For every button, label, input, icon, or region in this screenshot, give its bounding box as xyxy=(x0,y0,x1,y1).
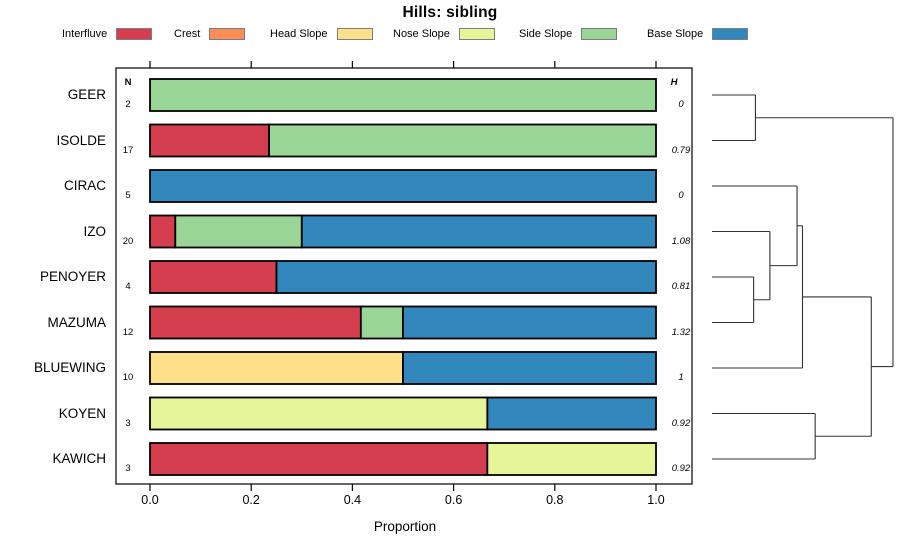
row-label: IZO xyxy=(83,223,107,239)
legend-label: Nose Slope xyxy=(393,27,450,40)
x-tick-label: 0.2 xyxy=(242,493,260,507)
n-value: 12 xyxy=(122,326,134,338)
x-tick-label: 0.6 xyxy=(444,493,463,507)
legend-swatch xyxy=(209,27,246,40)
bar-segment-nose-slope xyxy=(486,442,657,476)
row-label: CIRAC xyxy=(63,178,106,193)
bar-segment-interfluve xyxy=(149,214,177,249)
bar-segment-base-slope xyxy=(300,214,657,249)
n-value: 10 xyxy=(122,372,134,383)
n-column-header: N xyxy=(124,77,132,88)
legend-swatch xyxy=(116,27,153,40)
n-value: 5 xyxy=(125,190,131,201)
row-label: MAZUMA xyxy=(47,314,107,330)
legend-item: Side Slope xyxy=(519,26,618,41)
n-value: 4 xyxy=(125,281,131,292)
bar-segment-side-slope xyxy=(174,214,303,249)
x-axis-title: Proportion xyxy=(373,519,437,534)
bar-segment-interfluve xyxy=(149,123,270,158)
legend-item: Base Slope xyxy=(647,26,749,41)
legend-label: Crest xyxy=(174,27,201,40)
chart-title: Hills: sibling xyxy=(402,4,498,21)
bar-segment-side-slope xyxy=(149,78,657,112)
bar-segment-head-slope xyxy=(149,351,404,385)
row-label: KOYEN xyxy=(58,405,106,421)
h-value: 1 xyxy=(678,372,684,383)
legend-label: Side Slope xyxy=(519,27,573,40)
n-value: 2 xyxy=(125,99,131,110)
legend-label: Base Slope xyxy=(647,27,704,40)
row-label: BLUEWING xyxy=(33,360,106,375)
h-value: 1.08 xyxy=(671,235,691,247)
x-tick-label: 1.0 xyxy=(647,493,665,507)
bar-segment-nose-slope xyxy=(149,396,489,431)
n-value: 17 xyxy=(122,144,134,156)
row-label: PENOYER xyxy=(39,269,106,284)
legend-swatch xyxy=(336,27,373,40)
legend-label: Head Slope xyxy=(270,27,328,40)
n-value: 3 xyxy=(125,417,131,429)
h-column-header: H xyxy=(670,77,678,88)
bar-segment-interfluve xyxy=(149,305,362,340)
legend-item: Crest xyxy=(174,26,246,41)
h-value: 0.81 xyxy=(671,281,691,292)
row-label: ISOLDE xyxy=(56,132,106,148)
plot-box xyxy=(115,67,693,485)
n-value: 3 xyxy=(125,463,131,474)
bar-segment-side-slope xyxy=(359,305,404,340)
h-value: 0 xyxy=(678,190,684,201)
bar-segment-interfluve xyxy=(149,260,278,294)
bar-segment-base-slope xyxy=(275,260,657,294)
x-tick-label: 0.4 xyxy=(343,493,362,507)
legend-item: Nose Slope xyxy=(393,26,495,41)
legend-label: Interfluve xyxy=(62,27,108,40)
bar-segment-base-slope xyxy=(402,305,657,340)
h-value: 0.79 xyxy=(671,144,691,156)
x-tick-label: 0.8 xyxy=(546,493,564,507)
bar-segment-base-slope xyxy=(486,396,657,431)
x-tick-label: 0.0 xyxy=(141,493,159,507)
row-label: GEER xyxy=(67,87,106,102)
h-value: 0.92 xyxy=(671,463,691,474)
bar-segment-side-slope xyxy=(268,123,657,158)
bar-segment-base-slope xyxy=(402,351,657,385)
h-value: 0 xyxy=(678,99,684,110)
legend-swatch xyxy=(712,27,749,40)
bar-segment-base-slope xyxy=(149,169,657,203)
row-label: KAWICH xyxy=(52,451,107,466)
n-value: 20 xyxy=(122,235,134,247)
legend-swatch xyxy=(581,27,618,40)
h-value: 1.32 xyxy=(671,326,691,338)
legend-item: Head Slope xyxy=(270,26,373,41)
legend-item: Interfluve xyxy=(62,26,153,41)
legend-swatch xyxy=(458,27,495,40)
bar-segment-interfluve xyxy=(149,442,489,476)
h-value: 0.92 xyxy=(671,417,691,429)
